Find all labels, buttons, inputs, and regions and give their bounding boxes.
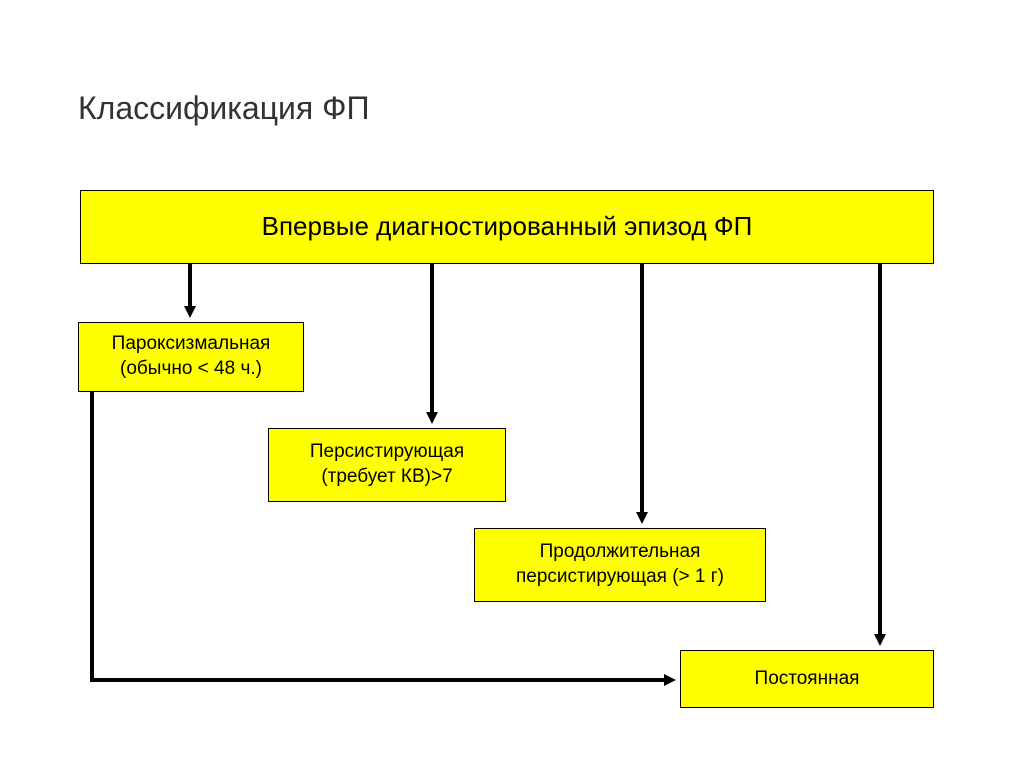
- flow-node-pers: Персистирующая (требует КВ)>7: [268, 428, 506, 502]
- flow-node-long: Продолжительная персистирующая (> 1 г): [474, 528, 766, 602]
- flow-node-label: Пароксизмальная (обычно < 48 ч.): [87, 332, 295, 381]
- flow-node-label: Продолжительная персистирующая (> 1 г): [483, 540, 757, 589]
- diagram-title: Классификация ФП: [78, 90, 369, 127]
- flow-node-root: Впервые диагностированный эпизод ФП: [80, 190, 934, 264]
- flow-node-parox: Пароксизмальная (обычно < 48 ч.): [78, 322, 304, 392]
- flow-node-label: Впервые диагностированный эпизод ФП: [262, 210, 753, 244]
- flow-node-perm: Постоянная: [680, 650, 934, 708]
- flow-node-label: Постоянная: [755, 667, 860, 692]
- flow-node-label: Персистирующая (требует КВ)>7: [277, 440, 497, 489]
